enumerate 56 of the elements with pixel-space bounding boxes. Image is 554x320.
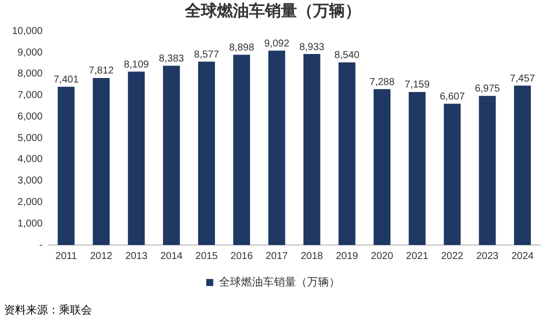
x-tick-label: 2016 [230,250,254,262]
y-tick-label: 3,000 [18,176,44,187]
x-tick-label: 2023 [476,250,499,262]
data-label: 8,577 [194,49,220,60]
data-label: 8,109 [124,59,150,70]
x-tick-label: 2017 [266,250,288,262]
y-tick-label: 5,000 [18,132,44,144]
x-tick-label: 2015 [195,250,218,262]
bar [268,50,286,245]
data-label: 7,812 [88,66,114,77]
bar [163,66,180,245]
text: 资料来源：乘联会 [4,304,92,317]
bar [128,72,145,245]
x-tick-label: 2013 [125,250,148,262]
bar [408,92,426,245]
data-label: 7,159 [404,80,430,91]
bar [92,78,110,245]
data-label: 8,383 [158,54,184,65]
bar [374,89,390,245]
x-tick-label: 2022 [441,250,464,262]
data-label: 7,401 [54,74,80,86]
y-tick-label: 1,000 [18,218,44,230]
bar [444,104,461,245]
y-tick-label: 4,000 [18,154,44,166]
data-label: 9,092 [264,38,290,50]
bar [338,62,356,245]
x-tick-label: 2011 [55,250,78,262]
bar [58,86,75,245]
legend-label: 全球燃油车销量（万辆） [218,276,340,289]
y-tick-label: 2,000 [18,196,44,208]
y-tick-label: 8,000 [18,68,44,80]
data-label: 8,933 [299,42,325,53]
x-tick-label: 2014 [160,250,183,262]
y-tick-label: 6,000 [18,111,44,122]
data-label: 8,540 [334,50,360,62]
data-label: 8,898 [229,42,255,54]
x-tick-label: 2024 [511,250,534,262]
y-tick-label: 7,000 [18,90,44,102]
bar [233,54,250,245]
y-tick-label: 9,000 [18,47,44,58]
x-tick-label: 2021 [406,250,429,262]
data-label: 6,975 [474,84,500,95]
y-tick-label: - [39,240,43,251]
data-label: 7,457 [510,73,536,84]
data-label: 6,607 [440,91,466,102]
x-tick-label: 2012 [90,250,113,262]
data-label: 7,288 [370,76,395,88]
x-tick-label: 2020 [370,250,394,262]
bar [514,86,531,245]
x-tick-label: 2018 [300,250,324,262]
bar [303,54,320,245]
x-tick-label: 2019 [336,250,359,262]
bar [198,62,215,245]
chart-title: 全球燃油车销量（万辆） [184,0,361,20]
bar [478,96,496,245]
y-tick-label: 10,000 [12,26,44,37]
